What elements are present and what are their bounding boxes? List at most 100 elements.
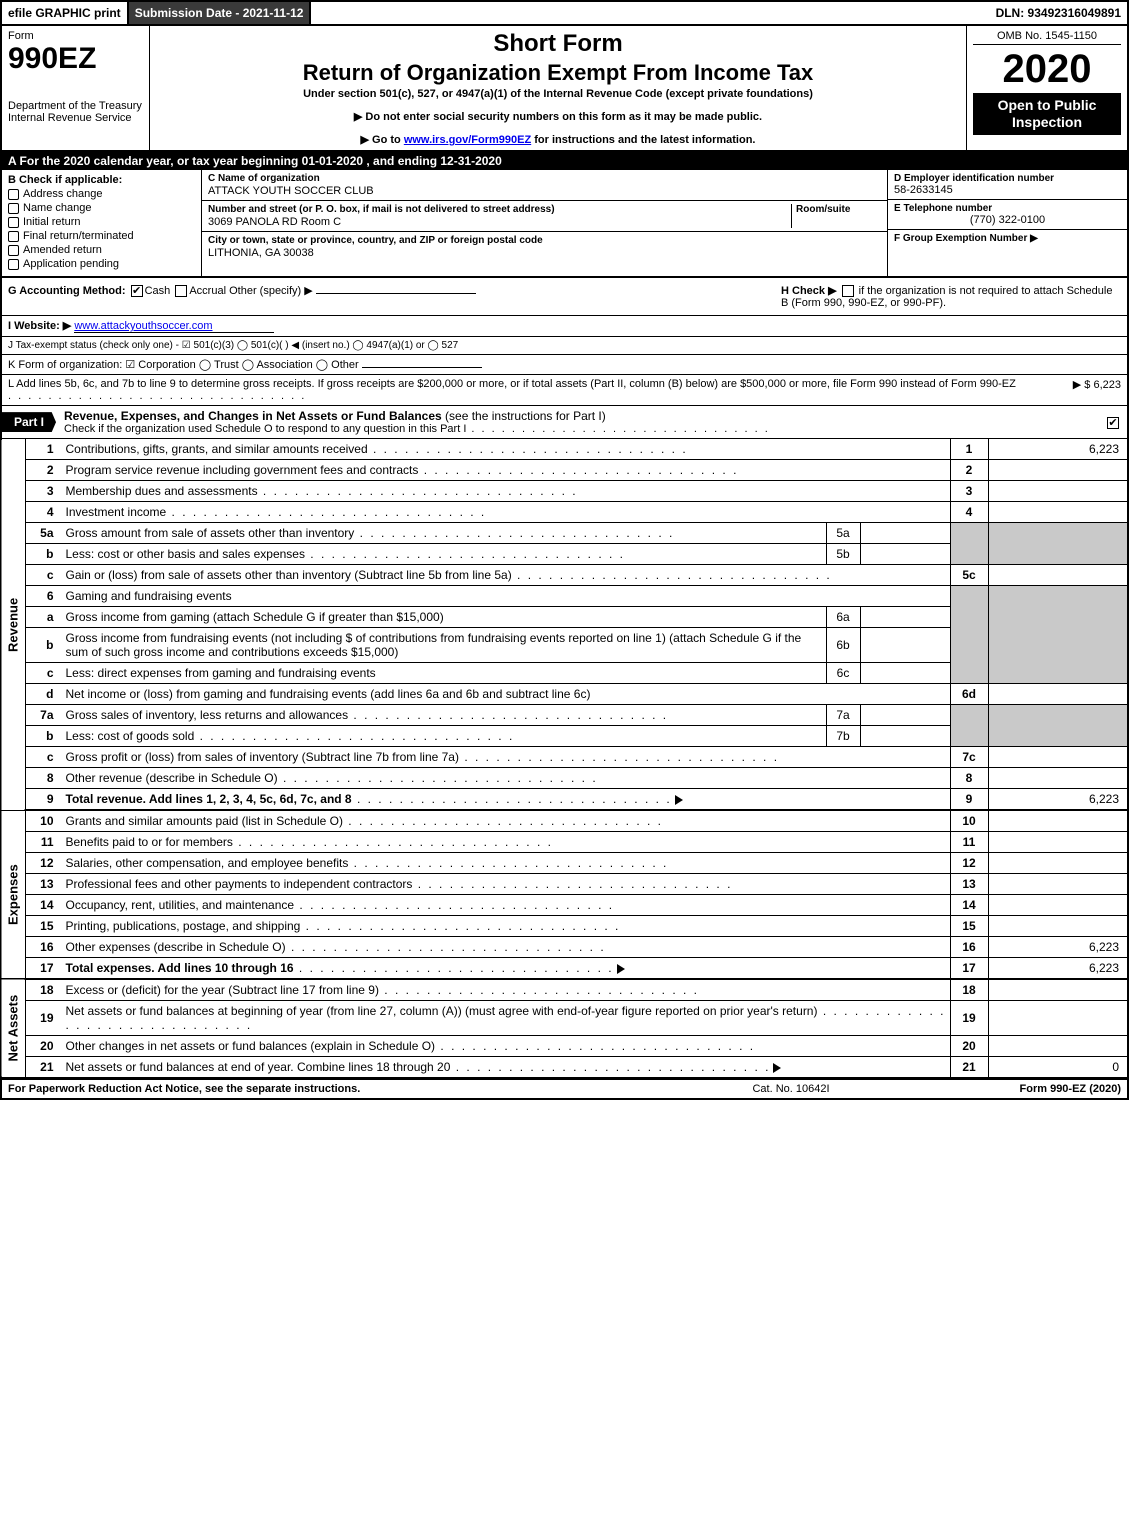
form-number: 990EZ [8,44,143,74]
check-initial-return[interactable]: Initial return [8,216,195,228]
footer-left: For Paperwork Reduction Act Notice, see … [8,1083,661,1095]
part-1-title: Revenue, Expenses, and Changes in Net As… [56,406,1105,438]
line-3-amount [988,481,1128,502]
line-14-desc: Occupancy, rent, utilities, and maintena… [62,895,951,916]
footer-center: Cat. No. 10642I [661,1083,921,1095]
line-5ab-shade-amt [988,523,1128,565]
line-10-rightno: 10 [950,810,988,832]
line-17-desc: Total expenses. Add lines 10 through 16 [62,958,951,980]
check-amended-return[interactable]: Amended return [8,244,195,256]
line-8-no: 8 [26,768,62,789]
line-6d-desc: Net income or (loss) from gaming and fun… [62,684,951,705]
line-6a-desc: Gross income from gaming (attach Schedul… [62,607,827,628]
line-2-desc: Program service revenue including govern… [62,460,951,481]
irs-link[interactable]: www.irs.gov/Form990EZ [404,134,531,146]
section-netassets-label: Net Assets [1,979,26,1078]
part-1-header: Part I Revenue, Expenses, and Changes in… [0,406,1129,439]
line-1-no: 1 [26,439,62,460]
row-a-period: A For the 2020 calendar year, or tax yea… [0,152,1129,170]
line-21-amount: 0 [988,1057,1128,1078]
line-2-amount [988,460,1128,481]
other-specify-input[interactable] [316,293,476,294]
line-13-amount [988,874,1128,895]
line-12-amount [988,853,1128,874]
check-application-pending[interactable]: Application pending [8,258,195,270]
line-6a-sublabel: 6a [826,607,860,628]
check-name-change[interactable]: Name change [8,202,195,214]
line-5a-sublabel: 5a [826,523,860,544]
line-3-desc: Membership dues and assessments [62,481,951,502]
page-footer: For Paperwork Reduction Act Notice, see … [0,1078,1129,1100]
line-20-desc: Other changes in net assets or fund bala… [62,1036,951,1057]
line-9-amount: 6,223 [988,789,1128,811]
form-title: Return of Organization Exempt From Incom… [156,60,960,86]
schedule-o-check[interactable] [1107,417,1119,429]
line-10-desc: Grants and similar amounts paid (list in… [62,810,951,832]
f-label: F Group Exemption Number ▶ [894,233,1121,244]
part-1-check [1105,415,1127,429]
section-expenses-label: Expenses [1,810,26,979]
line-19-no: 19 [26,1001,62,1036]
dln-number: DLN: 93492316049891 [990,2,1127,24]
notice-goto-suffix: for instructions and the latest informat… [534,134,755,146]
city-label: City or town, state or province, country… [208,235,881,246]
line-18-no: 18 [26,979,62,1001]
line-14-amount [988,895,1128,916]
short-form-label: Short Form [156,30,960,58]
line-17-rightno: 17 [950,958,988,980]
line-7ab-shade-amt [988,705,1128,747]
line-16-no: 16 [26,937,62,958]
row-i-website: I Website: ▶ www.attackyouthsoccer.com [0,316,1129,337]
line-5c-desc: Gain or (loss) from sale of assets other… [62,565,951,586]
section-revenue-label: Revenue [1,439,26,810]
check-name-change-label: Name change [23,202,92,214]
line-17-no: 17 [26,958,62,980]
block-b: B Check if applicable: Address change Na… [0,170,1129,278]
line-18-rightno: 18 [950,979,988,1001]
form-header: Form 990EZ Department of the Treasury In… [0,26,1129,152]
line-15-desc: Printing, publications, postage, and shi… [62,916,951,937]
ein-val: 58-2633145 [894,184,1121,196]
line-8-desc: Other revenue (describe in Schedule O) [62,768,951,789]
k-other-input[interactable] [362,367,482,368]
header-right: OMB No. 1545-1150 2020 Open to Public In… [967,26,1127,150]
header-center: Short Form Return of Organization Exempt… [150,26,967,150]
line-1-desc: Contributions, gifts, grants, and simila… [62,439,951,460]
open-to-public: Open to Public Inspection [973,93,1121,135]
submission-date: Submission Date - 2021-11-12 [129,2,312,24]
check-final-return[interactable]: Final return/terminated [8,230,195,242]
line-12-rightno: 12 [950,853,988,874]
department-label: Department of the Treasury Internal Reve… [8,100,143,124]
line-6d-no: d [26,684,62,705]
part-1-table: Revenue 1 Contributions, gifts, grants, … [0,439,1129,1078]
line-13-desc: Professional fees and other payments to … [62,874,951,895]
check-h[interactable] [842,285,854,297]
line-15-amount [988,916,1128,937]
check-cash[interactable] [131,285,143,297]
line-6c-subval [860,663,950,684]
line-8-rightno: 8 [950,768,988,789]
line-5a-subval [860,523,950,544]
line-7a-subval [860,705,950,726]
room-label: Room/suite [796,204,881,215]
phone-val: (770) 322-0100 [894,214,1121,226]
street-label: Number and street (or P. O. box, if mail… [208,204,791,215]
line-7b-subval [860,726,950,747]
check-address-change[interactable]: Address change [8,188,195,200]
line-18-desc: Excess or (deficit) for the year (Subtra… [62,979,951,1001]
line-7ab-shade [950,705,988,747]
form-subtitle: Under section 501(c), 527, or 4947(a)(1)… [156,88,960,100]
row-j-tax-exempt: J Tax-exempt status (check only one) - ☑… [0,337,1129,355]
check-accrual[interactable] [175,285,187,297]
check-address-change-label: Address change [23,188,103,200]
line-20-amount [988,1036,1128,1057]
tax-year: 2020 [973,49,1121,89]
line-18-amount [988,979,1128,1001]
c-label: C Name of organization [208,173,881,184]
line-11-rightno: 11 [950,832,988,853]
footer-right: Form 990-EZ (2020) [921,1083,1121,1095]
line-7c-desc: Gross profit or (loss) from sales of inv… [62,747,951,768]
line-4-amount [988,502,1128,523]
website-link[interactable]: www.attackyouthsoccer.com [74,320,274,333]
g-label: G Accounting Method: [8,285,126,297]
